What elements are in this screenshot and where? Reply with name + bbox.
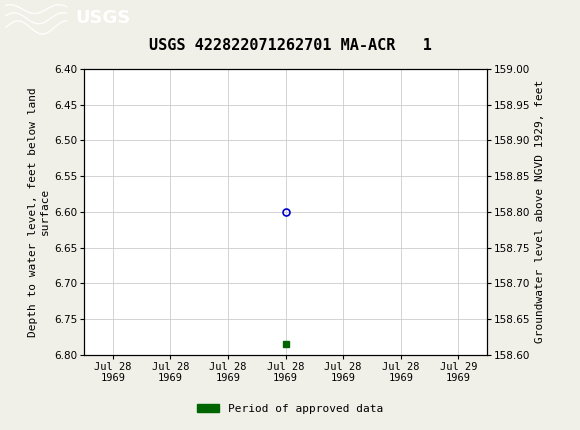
Text: USGS 422822071262701 MA-ACR   1: USGS 422822071262701 MA-ACR 1 <box>148 38 432 52</box>
Text: USGS: USGS <box>75 9 130 27</box>
Y-axis label: Groundwater level above NGVD 1929, feet: Groundwater level above NGVD 1929, feet <box>535 80 545 344</box>
Legend: Period of approved data: Period of approved data <box>193 399 387 418</box>
Y-axis label: Depth to water level, feet below land
surface: Depth to water level, feet below land su… <box>28 87 50 337</box>
